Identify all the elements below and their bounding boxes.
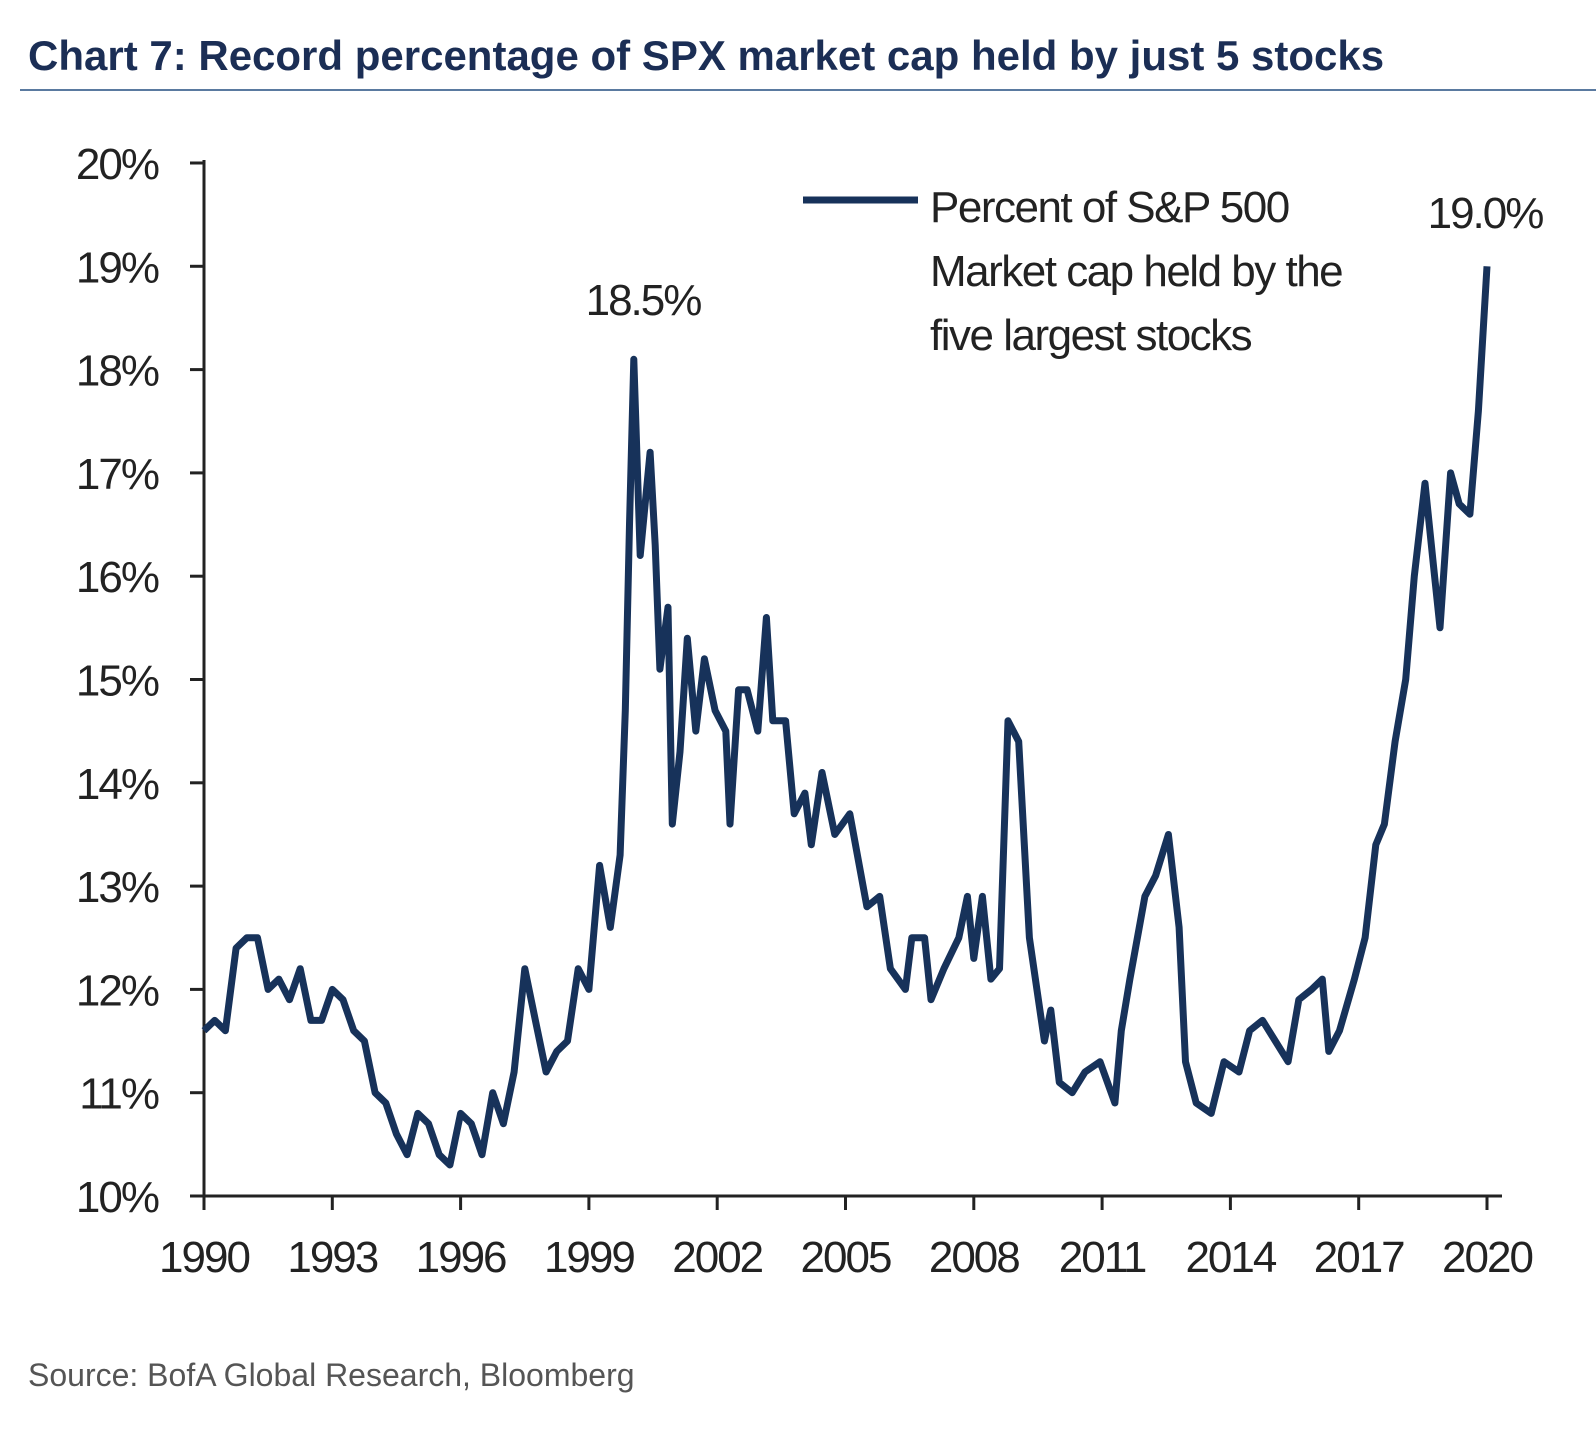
- y-tick-label: 14%: [76, 760, 159, 809]
- y-tick-label: 13%: [76, 863, 159, 912]
- series-line: [201, 266, 1491, 1169]
- x-tick-label: 1996: [416, 1233, 506, 1282]
- y-tick-label: 10%: [76, 1173, 159, 1222]
- x-tick-label: 1993: [287, 1233, 377, 1282]
- y-tick-label: 11%: [79, 1070, 159, 1119]
- x-tick-label: 2014: [1185, 1233, 1276, 1282]
- y-tick-label: 16%: [76, 553, 159, 602]
- y-tick-label: 20%: [76, 140, 159, 189]
- legend-label: Percent of S&P 500 Market cap held by th…: [930, 183, 1344, 360]
- y-tick-label: 19%: [76, 243, 159, 292]
- annotation: 19.0%: [1428, 189, 1544, 238]
- x-tick-label: 2005: [801, 1233, 891, 1282]
- x-tick-label: 2011: [1059, 1233, 1146, 1282]
- x-tick-label: 1999: [544, 1233, 634, 1282]
- annotation: 18.5%: [586, 276, 702, 325]
- y-tick-label: 17%: [76, 450, 159, 499]
- x-tick-label: 2002: [672, 1233, 762, 1282]
- x-tick-label: 2017: [1314, 1233, 1404, 1282]
- x-tick-label: 1990: [159, 1233, 249, 1282]
- x-tick-label: 2008: [929, 1233, 1019, 1282]
- chart-title: Chart 7: Record percentage of SPX market…: [28, 32, 1384, 79]
- y-tick-label: 18%: [76, 347, 159, 396]
- y-tick-label: 12%: [76, 966, 159, 1015]
- source: Source: BofA Global Research, Bloomberg: [28, 1357, 635, 1393]
- y-tick-label: 15%: [76, 657, 159, 706]
- x-tick-label: 2020: [1442, 1233, 1532, 1282]
